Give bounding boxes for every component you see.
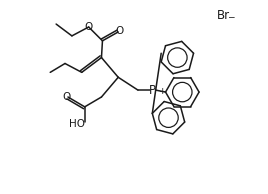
Text: Br: Br	[217, 9, 230, 22]
Text: O: O	[84, 22, 93, 32]
Text: −: −	[227, 12, 234, 21]
Text: P: P	[149, 84, 156, 97]
Text: +: +	[158, 87, 165, 96]
Text: O: O	[63, 92, 71, 102]
Text: HO: HO	[69, 119, 85, 129]
Text: O: O	[115, 26, 123, 36]
